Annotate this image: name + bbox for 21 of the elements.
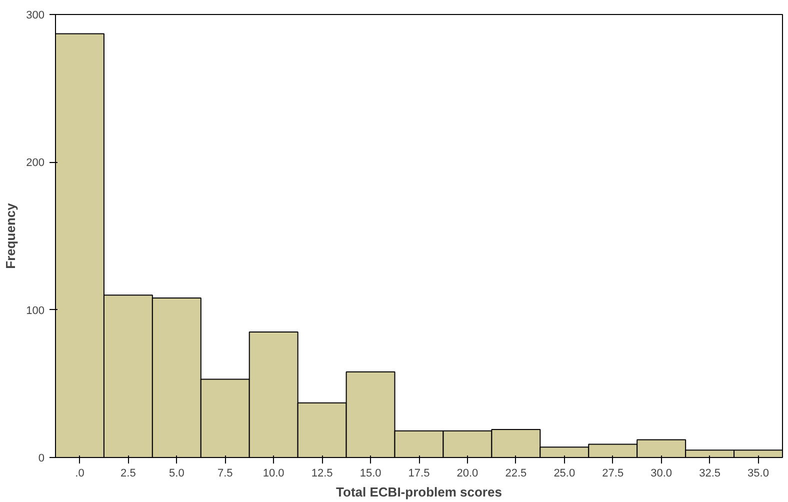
x-tick-label: 10.0 — [262, 468, 284, 480]
x-tick-label: 25.0 — [554, 468, 576, 480]
y-tick-label: 0 — [38, 452, 45, 464]
x-tick-label: 7.5 — [217, 468, 233, 480]
y-axis-title: Frequency — [3, 202, 18, 269]
x-tick-label: 5.0 — [169, 468, 184, 480]
x-tick-label: 35.0 — [748, 468, 769, 480]
x-tick-label: 30.0 — [650, 468, 672, 480]
x-tick-label: 12.5 — [311, 468, 333, 480]
y-tick-label: 300 — [26, 10, 45, 22]
x-tick-label: .0 — [75, 468, 84, 480]
x-tick-label: 17.5 — [408, 468, 430, 480]
x-tick-label: 2.5 — [120, 468, 136, 480]
x-axis-title: Total ECBI-problem scores — [336, 484, 502, 500]
y-tick-label: 200 — [26, 157, 45, 170]
x-tick-label: 22.5 — [505, 468, 527, 480]
y-tick-label: 100 — [26, 304, 45, 317]
x-tick-label: 27.5 — [602, 468, 624, 480]
x-tick-label: 32.5 — [699, 468, 721, 480]
x-tick-label: 15.0 — [360, 468, 382, 480]
x-tick-label: 20.0 — [456, 468, 478, 480]
